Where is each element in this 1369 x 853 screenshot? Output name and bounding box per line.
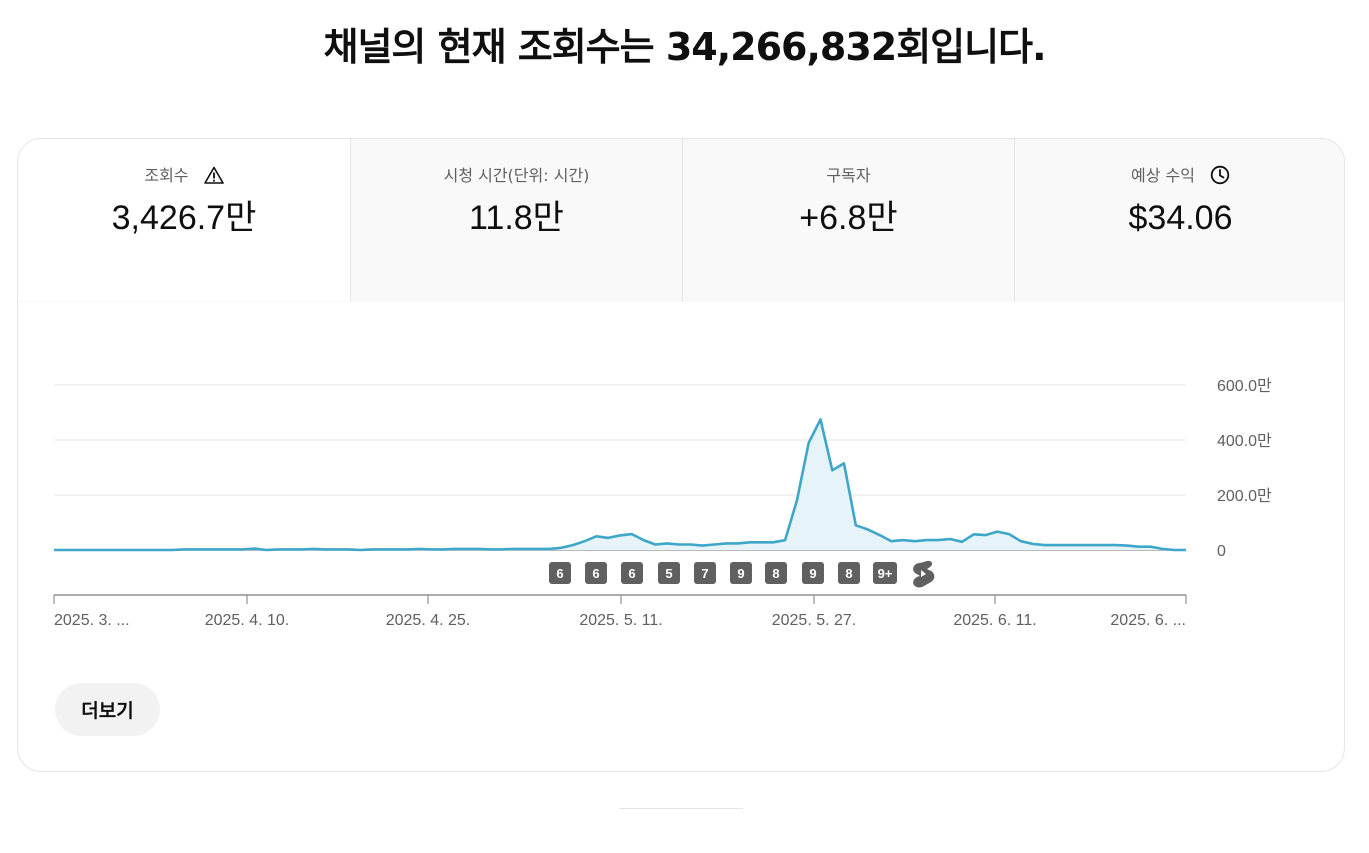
upload-badge [802, 562, 824, 584]
tab-revenue[interactable]: 예상 수익 $34.06 [1014, 139, 1344, 302]
upload-badge [694, 562, 716, 584]
x-tick-label: 2025. 4. 25. [386, 612, 471, 629]
tab-revenue-label: 예상 수익 [1130, 166, 1195, 185]
page-title: 채널의 현재 조회수는 34,266,832회입니다. [323, 25, 1047, 69]
upload-badge [621, 562, 643, 584]
x-tick-label: 2025. 5. 11. [579, 612, 662, 629]
upload-badge [765, 562, 787, 584]
warning-icon [203, 166, 224, 184]
upload-badge-count: 6 [556, 566, 563, 581]
tab-subscribers-label: 구독자 [826, 166, 871, 185]
tab-views-label: 조회수 [144, 166, 189, 185]
metric-tabs: 조회수 3,426.7만 시청 시간(단위: 시간) 11.8만 구독자 +6.… [18, 139, 1344, 302]
tab-watch-time[interactable]: 시청 시간(단위: 시간) 11.8만 [350, 139, 682, 302]
tab-revenue-value: $34.06 [1128, 199, 1233, 237]
upload-badge-count: 8 [772, 566, 779, 581]
upload-badge-count: 5 [665, 566, 672, 581]
tab-watch-time-value: 11.8만 [469, 199, 564, 237]
upload-badge-count: 9 [809, 566, 816, 581]
upload-badge-count: 9+ [878, 566, 893, 581]
y-tick-label: 0 [1217, 543, 1226, 560]
x-tick-label: 2025. 6. ... [1110, 612, 1186, 629]
tab-revenue-label-row: 예상 수익 [1015, 165, 1344, 187]
tab-subscribers[interactable]: 구독자 +6.8만 [682, 139, 1014, 302]
tab-subscribers-value: +6.8만 [799, 199, 898, 237]
y-tick-label: 600.0만 [1217, 377, 1272, 395]
tab-views-value: 3,426.7만 [111, 199, 257, 237]
views-chart: 0 200.0만 400.0만 600.0만 6 6 6 5 7 9 8 9 8 9+ 2025. 3. .… [53, 377, 1272, 629]
x-tick-label: 2025. 3. ... [54, 612, 130, 629]
upload-badge [658, 562, 680, 584]
upload-badge [585, 562, 607, 584]
upload-badge-count: 6 [628, 566, 635, 581]
upload-badge-count: 8 [845, 566, 852, 581]
clock-icon [1210, 165, 1230, 185]
tab-views[interactable]: 조회수 3,426.7만 [18, 139, 350, 302]
upload-badge [873, 562, 897, 584]
x-tick-label: 2025. 4. 10. [205, 612, 290, 629]
tab-views-label-row: 조회수 [18, 165, 350, 187]
upload-badge [549, 562, 571, 584]
analytics-card: 조회수 3,426.7만 시청 시간(단위: 시간) 11.8만 구독자 +6.… [17, 138, 1345, 772]
x-tick-label: 2025. 5. 27. [772, 612, 857, 629]
y-tick-label: 400.0만 [1217, 432, 1272, 450]
divider [619, 808, 743, 809]
tab-watch-time-label: 시청 시간(단위: 시간) [443, 166, 590, 185]
upload-badge [838, 562, 860, 584]
series-line [54, 418, 1186, 552]
series-area [54, 419, 1186, 550]
x-tick-label: 2025. 6. 11. [953, 612, 1036, 629]
upload-badge [730, 562, 752, 584]
more-button[interactable]: 더보기 [55, 683, 160, 736]
upload-badge-count: 6 [592, 566, 599, 581]
upload-badge-count: 7 [701, 566, 708, 581]
shorts-play-icon [921, 570, 926, 577]
y-tick-label: 200.0만 [1217, 487, 1272, 505]
upload-badge-count: 9 [737, 566, 744, 581]
